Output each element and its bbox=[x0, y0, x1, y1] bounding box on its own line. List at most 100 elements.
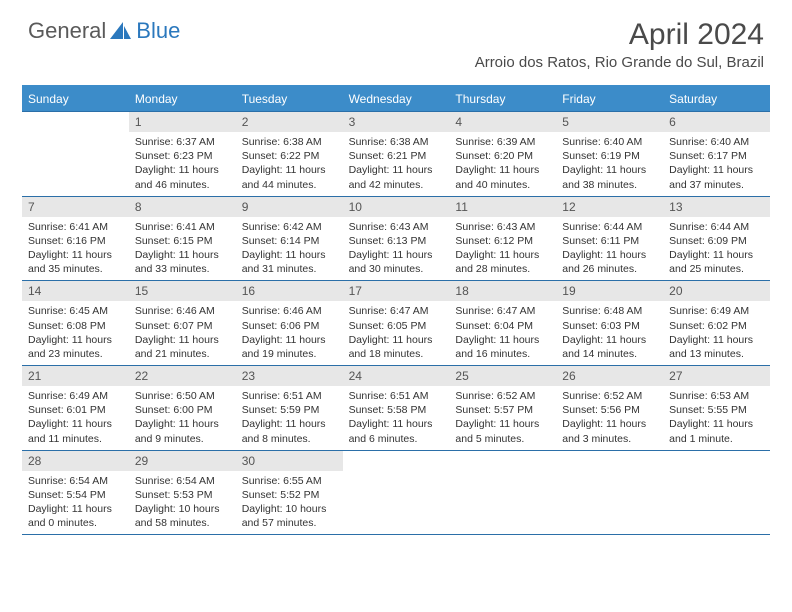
sunrise-text: Sunrise: 6:39 AM bbox=[455, 135, 550, 149]
day-details: Sunrise: 6:37 AMSunset: 6:23 PMDaylight:… bbox=[129, 132, 236, 196]
day-header-thursday: Thursday bbox=[449, 87, 556, 111]
day-number: 4 bbox=[449, 112, 556, 132]
calendar-cell: 23Sunrise: 6:51 AMSunset: 5:59 PMDayligh… bbox=[236, 366, 343, 450]
daylight-text: Daylight: 11 hours and 19 minutes. bbox=[242, 333, 337, 361]
sunset-text: Sunset: 6:15 PM bbox=[135, 234, 230, 248]
sunrise-text: Sunrise: 6:54 AM bbox=[28, 474, 123, 488]
day-details: Sunrise: 6:51 AMSunset: 5:58 PMDaylight:… bbox=[343, 386, 450, 450]
day-number bbox=[22, 112, 129, 118]
calendar-cell: 1Sunrise: 6:37 AMSunset: 6:23 PMDaylight… bbox=[129, 112, 236, 196]
page-header: General Blue April 2024 Arroio dos Ratos… bbox=[0, 0, 792, 79]
day-details: Sunrise: 6:38 AMSunset: 6:22 PMDaylight:… bbox=[236, 132, 343, 196]
day-number: 15 bbox=[129, 281, 236, 301]
sunset-text: Sunset: 6:13 PM bbox=[349, 234, 444, 248]
sunrise-text: Sunrise: 6:51 AM bbox=[242, 389, 337, 403]
day-header-monday: Monday bbox=[129, 87, 236, 111]
daylight-text: Daylight: 11 hours and 42 minutes. bbox=[349, 163, 444, 191]
sunrise-text: Sunrise: 6:55 AM bbox=[242, 474, 337, 488]
sunrise-text: Sunrise: 6:40 AM bbox=[562, 135, 657, 149]
sunset-text: Sunset: 6:22 PM bbox=[242, 149, 337, 163]
calendar-cell: 12Sunrise: 6:44 AMSunset: 6:11 PMDayligh… bbox=[556, 197, 663, 281]
day-number: 7 bbox=[22, 197, 129, 217]
day-details: Sunrise: 6:54 AMSunset: 5:54 PMDaylight:… bbox=[22, 471, 129, 535]
day-details: Sunrise: 6:51 AMSunset: 5:59 PMDaylight:… bbox=[236, 386, 343, 450]
sunrise-text: Sunrise: 6:43 AM bbox=[349, 220, 444, 234]
calendar-week-row: 21Sunrise: 6:49 AMSunset: 6:01 PMDayligh… bbox=[22, 365, 770, 450]
day-number: 8 bbox=[129, 197, 236, 217]
sunset-text: Sunset: 6:23 PM bbox=[135, 149, 230, 163]
day-number bbox=[343, 451, 450, 457]
sunrise-text: Sunrise: 6:44 AM bbox=[562, 220, 657, 234]
sunrise-text: Sunrise: 6:37 AM bbox=[135, 135, 230, 149]
daylight-text: Daylight: 11 hours and 8 minutes. bbox=[242, 417, 337, 445]
sunrise-text: Sunrise: 6:40 AM bbox=[669, 135, 764, 149]
logo-text-general: General bbox=[28, 18, 106, 44]
day-number: 28 bbox=[22, 451, 129, 471]
calendar-cell: 11Sunrise: 6:43 AMSunset: 6:12 PMDayligh… bbox=[449, 197, 556, 281]
calendar-cell: 17Sunrise: 6:47 AMSunset: 6:05 PMDayligh… bbox=[343, 281, 450, 365]
calendar-cell bbox=[556, 451, 663, 535]
day-number: 1 bbox=[129, 112, 236, 132]
sunrise-text: Sunrise: 6:47 AM bbox=[455, 304, 550, 318]
daylight-text: Daylight: 11 hours and 16 minutes. bbox=[455, 333, 550, 361]
sunset-text: Sunset: 6:21 PM bbox=[349, 149, 444, 163]
day-number: 27 bbox=[663, 366, 770, 386]
title-block: April 2024 Arroio dos Ratos, Rio Grande … bbox=[475, 18, 764, 71]
day-number: 3 bbox=[343, 112, 450, 132]
calendar-cell: 13Sunrise: 6:44 AMSunset: 6:09 PMDayligh… bbox=[663, 197, 770, 281]
day-header-wednesday: Wednesday bbox=[343, 87, 450, 111]
day-number: 2 bbox=[236, 112, 343, 132]
daylight-text: Daylight: 11 hours and 28 minutes. bbox=[455, 248, 550, 276]
sunset-text: Sunset: 5:59 PM bbox=[242, 403, 337, 417]
sunset-text: Sunset: 5:52 PM bbox=[242, 488, 337, 502]
daylight-text: Daylight: 11 hours and 6 minutes. bbox=[349, 417, 444, 445]
daylight-text: Daylight: 11 hours and 26 minutes. bbox=[562, 248, 657, 276]
sunset-text: Sunset: 6:16 PM bbox=[28, 234, 123, 248]
day-details: Sunrise: 6:47 AMSunset: 6:04 PMDaylight:… bbox=[449, 301, 556, 365]
day-number: 24 bbox=[343, 366, 450, 386]
sunrise-text: Sunrise: 6:46 AM bbox=[242, 304, 337, 318]
calendar-week-row: 1Sunrise: 6:37 AMSunset: 6:23 PMDaylight… bbox=[22, 111, 770, 196]
sunrise-text: Sunrise: 6:46 AM bbox=[135, 304, 230, 318]
sunrise-text: Sunrise: 6:48 AM bbox=[562, 304, 657, 318]
daylight-text: Daylight: 11 hours and 46 minutes. bbox=[135, 163, 230, 191]
daylight-text: Daylight: 11 hours and 18 minutes. bbox=[349, 333, 444, 361]
sunset-text: Sunset: 6:06 PM bbox=[242, 319, 337, 333]
sunset-text: Sunset: 6:04 PM bbox=[455, 319, 550, 333]
sunrise-text: Sunrise: 6:53 AM bbox=[669, 389, 764, 403]
day-details: Sunrise: 6:38 AMSunset: 6:21 PMDaylight:… bbox=[343, 132, 450, 196]
day-number: 23 bbox=[236, 366, 343, 386]
daylight-text: Daylight: 10 hours and 58 minutes. bbox=[135, 502, 230, 530]
day-number: 18 bbox=[449, 281, 556, 301]
daylight-text: Daylight: 11 hours and 0 minutes. bbox=[28, 502, 123, 530]
calendar-week-row: 7Sunrise: 6:41 AMSunset: 6:16 PMDaylight… bbox=[22, 196, 770, 281]
daylight-text: Daylight: 11 hours and 33 minutes. bbox=[135, 248, 230, 276]
calendar-cell: 22Sunrise: 6:50 AMSunset: 6:00 PMDayligh… bbox=[129, 366, 236, 450]
sunrise-text: Sunrise: 6:50 AM bbox=[135, 389, 230, 403]
day-number: 5 bbox=[556, 112, 663, 132]
day-details: Sunrise: 6:49 AMSunset: 6:02 PMDaylight:… bbox=[663, 301, 770, 365]
daylight-text: Daylight: 11 hours and 40 minutes. bbox=[455, 163, 550, 191]
day-details: Sunrise: 6:39 AMSunset: 6:20 PMDaylight:… bbox=[449, 132, 556, 196]
sunrise-text: Sunrise: 6:54 AM bbox=[135, 474, 230, 488]
day-details: Sunrise: 6:46 AMSunset: 6:07 PMDaylight:… bbox=[129, 301, 236, 365]
sunset-text: Sunset: 6:07 PM bbox=[135, 319, 230, 333]
sunset-text: Sunset: 6:00 PM bbox=[135, 403, 230, 417]
month-title: April 2024 bbox=[475, 18, 764, 52]
calendar-cell: 4Sunrise: 6:39 AMSunset: 6:20 PMDaylight… bbox=[449, 112, 556, 196]
sunrise-text: Sunrise: 6:38 AM bbox=[349, 135, 444, 149]
sunset-text: Sunset: 5:56 PM bbox=[562, 403, 657, 417]
day-header-tuesday: Tuesday bbox=[236, 87, 343, 111]
calendar-cell: 25Sunrise: 6:52 AMSunset: 5:57 PMDayligh… bbox=[449, 366, 556, 450]
day-header-row: Sunday Monday Tuesday Wednesday Thursday… bbox=[22, 87, 770, 111]
calendar-grid: Sunday Monday Tuesday Wednesday Thursday… bbox=[22, 85, 770, 535]
day-number bbox=[449, 451, 556, 457]
day-details: Sunrise: 6:52 AMSunset: 5:56 PMDaylight:… bbox=[556, 386, 663, 450]
day-details: Sunrise: 6:50 AMSunset: 6:00 PMDaylight:… bbox=[129, 386, 236, 450]
day-details: Sunrise: 6:53 AMSunset: 5:55 PMDaylight:… bbox=[663, 386, 770, 450]
sunset-text: Sunset: 6:11 PM bbox=[562, 234, 657, 248]
day-details: Sunrise: 6:45 AMSunset: 6:08 PMDaylight:… bbox=[22, 301, 129, 365]
day-details: Sunrise: 6:43 AMSunset: 6:12 PMDaylight:… bbox=[449, 217, 556, 281]
sunset-text: Sunset: 6:19 PM bbox=[562, 149, 657, 163]
calendar-cell bbox=[449, 451, 556, 535]
